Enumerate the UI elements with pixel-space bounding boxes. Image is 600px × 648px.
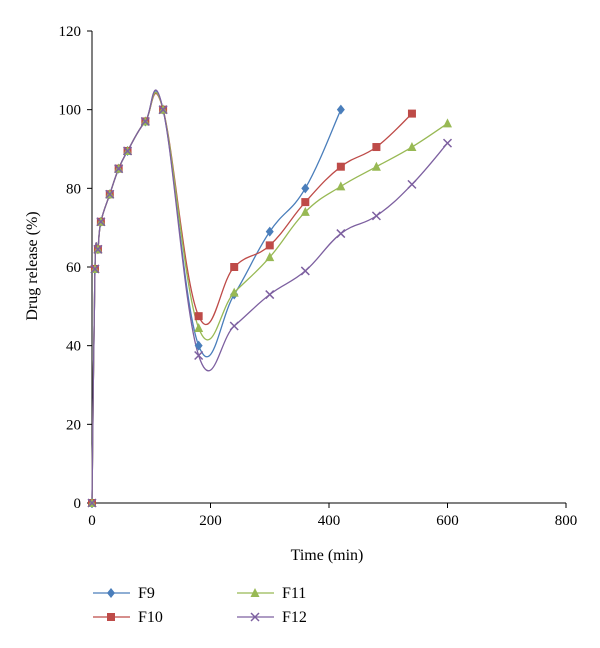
x-tick-label: 400 — [318, 513, 341, 529]
data-point-f9 — [336, 104, 345, 115]
y-tick-label: 120 — [59, 24, 82, 40]
y-tick-label: 60 — [66, 260, 81, 276]
y-tick-label: 0 — [74, 496, 82, 512]
data-point-f12 — [140, 116, 150, 126]
y-tick-label: 100 — [59, 103, 82, 119]
data-point-f11 — [371, 161, 381, 171]
data-point-f11 — [300, 206, 310, 216]
legend-item-f9: F9 — [93, 585, 155, 602]
series-line-f11 — [91, 91, 448, 504]
data-point-f12 — [123, 146, 133, 156]
data-point-f12 — [93, 244, 103, 254]
data-point-f9 — [265, 226, 274, 237]
y-tick-label: 20 — [66, 417, 81, 433]
x-tick-label: 200 — [199, 513, 222, 529]
data-point-f11 — [194, 322, 204, 332]
data-point-f10 — [407, 109, 416, 118]
data-point-f12 — [229, 321, 239, 331]
x-tick-label: 600 — [436, 513, 459, 529]
axes — [91, 31, 566, 504]
data-point-f12 — [90, 264, 100, 274]
data-point-f12 — [407, 179, 417, 189]
data-point-f11 — [265, 252, 275, 262]
data-point-f10 — [336, 162, 345, 171]
data-point-f12 — [371, 211, 381, 221]
data-point-f12 — [265, 290, 275, 300]
series-markers — [87, 104, 453, 508]
data-point-f10 — [265, 241, 274, 250]
data-point-f9 — [194, 340, 203, 351]
series-line-f10 — [91, 92, 413, 504]
data-point-f10 — [230, 263, 239, 271]
x-tick-label: 800 — [555, 513, 578, 529]
data-point-f11 — [443, 118, 452, 128]
data-point-f11 — [407, 142, 417, 152]
legend-label-f9: F9 — [138, 585, 155, 602]
legend-marker-f9 — [107, 588, 115, 598]
ticks: 0 20 40 60 80 100 120 0 200 400 600 800 — [59, 24, 578, 529]
legend-marker-f12 — [250, 612, 260, 622]
data-point-f12 — [336, 229, 346, 239]
y-axis-title: Drug release (%) — [24, 211, 41, 320]
legend-label-f12: F12 — [282, 609, 307, 626]
data-point-f12 — [114, 164, 124, 174]
legend-label-f11: F11 — [282, 585, 306, 602]
data-point-f12 — [158, 105, 168, 115]
y-tick-label: 80 — [66, 181, 81, 197]
data-point-f10 — [372, 143, 381, 152]
data-point-f9 — [301, 183, 310, 194]
data-point-f12 — [300, 266, 310, 276]
data-point-f12 — [96, 217, 106, 227]
x-axis-title: Time (min) — [291, 547, 364, 564]
data-point-f10 — [301, 198, 310, 207]
data-point-f12 — [87, 498, 97, 508]
legend-label-f10: F10 — [138, 609, 163, 626]
data-point-f12 — [442, 138, 453, 148]
y-tick-label: 40 — [66, 339, 81, 355]
legend-marker-f11 — [250, 588, 260, 597]
data-point-f10 — [194, 312, 203, 321]
data-point-f12 — [105, 189, 115, 199]
legend-item-f10: F10 — [93, 609, 163, 626]
legend-item-f12: F12 — [237, 609, 307, 626]
legend: F9 F10 F11 F12 — [93, 585, 307, 626]
legend-item-f11: F11 — [237, 585, 306, 602]
data-point-f11 — [336, 181, 346, 191]
data-point-f11 — [229, 287, 239, 297]
series-lines — [91, 89, 448, 504]
data-point-f12 — [194, 350, 204, 361]
x-tick-label: 0 — [88, 513, 96, 529]
legend-marker-f10 — [107, 613, 115, 621]
series-line-f12 — [91, 89, 448, 504]
